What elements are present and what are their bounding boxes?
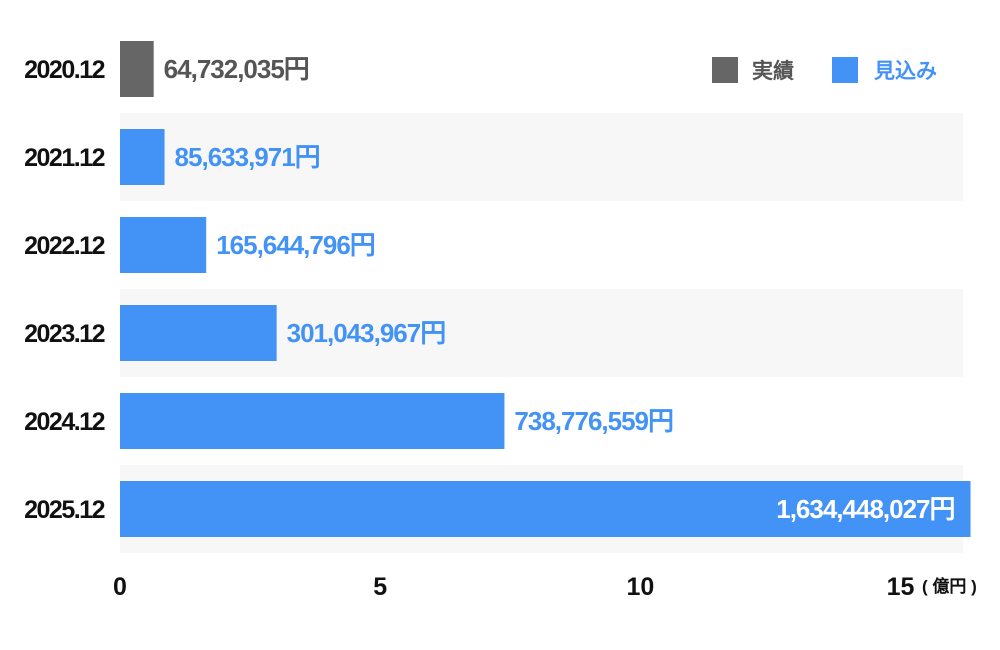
legend-label-actual: 実績 — [752, 59, 794, 83]
bar — [120, 217, 207, 273]
bar — [120, 481, 971, 537]
category-label: 2024.12 — [24, 408, 104, 436]
category-label: 2022.12 — [24, 232, 104, 260]
value-label: 301,043,967円 — [287, 318, 446, 348]
category-labels: 2020.12 2021.12 2022.12 2023.12 2024.12 2025.… — [24, 56, 106, 524]
row-band — [120, 113, 963, 201]
legend-swatch-actual — [712, 57, 738, 83]
value-label: 738,776,559円 — [514, 406, 673, 436]
value-label: 64,732,035円 — [164, 54, 309, 84]
value-label: 165,644,796円 — [216, 230, 375, 260]
x-tick-label: 5 — [373, 573, 387, 601]
category-label: 2021.12 — [24, 144, 104, 172]
x-tick-label: 10 — [626, 573, 654, 601]
value-label: 85,633,971円 — [175, 142, 320, 172]
x-tick-label: 0 — [113, 573, 127, 601]
legend-swatch-forecast — [832, 57, 858, 83]
x-tick-label: 15 — [887, 573, 915, 601]
category-label: 2025.12 — [24, 496, 104, 524]
row-band — [120, 25, 963, 113]
row-band — [120, 201, 963, 289]
bar — [120, 41, 154, 97]
legend-label-forecast: 見込み — [874, 60, 937, 83]
category-label: 2023.12 — [24, 320, 104, 348]
bar — [120, 129, 165, 185]
value-labels: 64,732,035円 85,633,971円 165,644,796円 301,04… — [164, 54, 956, 524]
bar — [120, 305, 277, 361]
category-label: 2020.12 — [24, 56, 104, 84]
legend: 実績 見込み — [712, 57, 937, 83]
value-label: 1,634,448,027円 — [776, 494, 954, 524]
row-bands — [120, 25, 963, 553]
x-axis: 0 5 10 15 — [113, 573, 915, 601]
bars-group — [120, 41, 971, 537]
x-axis-unit-label: ( 億円 ) — [922, 576, 977, 596]
bar — [120, 393, 505, 449]
